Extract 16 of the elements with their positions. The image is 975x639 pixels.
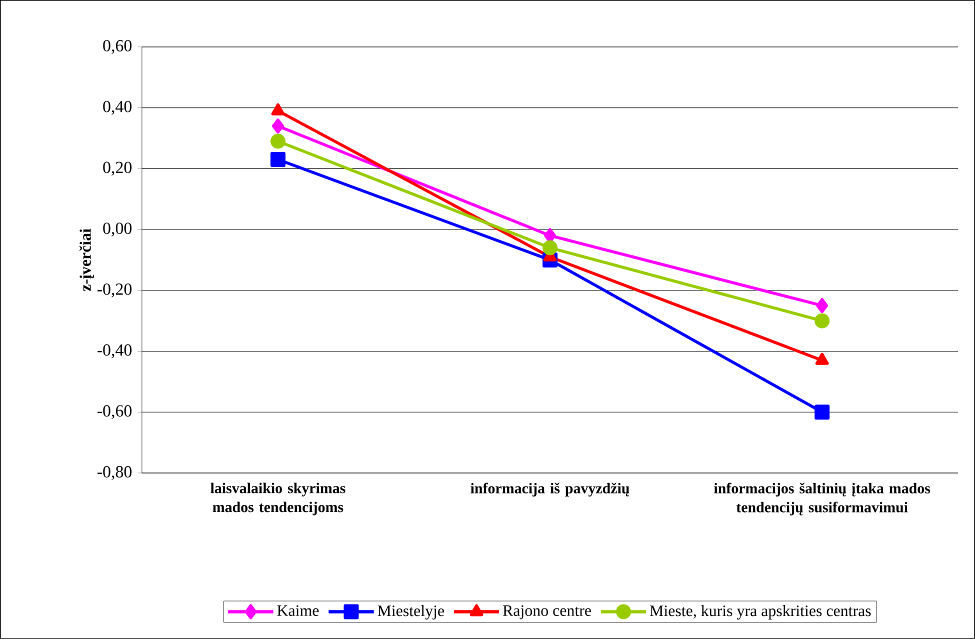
y-axis-title: z-įverčiai bbox=[79, 228, 94, 292]
legend-label: Mieste, kuris yra apskrities centras bbox=[650, 605, 871, 620]
x-tick-label: informacija iš pavyzdžių bbox=[470, 482, 630, 497]
x-tick-label: laisvalaikio skyrimas mados tendencijoms bbox=[210, 482, 346, 516]
y-tick-label: -0,80 bbox=[98, 466, 132, 480]
y-tick-label: 0,40 bbox=[103, 100, 132, 115]
y-tick-label: 0,00 bbox=[103, 222, 132, 236]
y-tick-label: -0,20 bbox=[98, 283, 132, 298]
legend-label: Rajono centre bbox=[502, 605, 591, 620]
x-tick-label: informacijos šaltinių įtaka mados tendencijų susiformavimui bbox=[714, 482, 930, 516]
legend-label: Kaime bbox=[277, 605, 319, 616]
y-tick-label: 0,60 bbox=[103, 40, 132, 54]
y-tick-label: -0,60 bbox=[98, 405, 132, 420]
y-tick-label: 0,20 bbox=[103, 162, 132, 176]
legend-label: Miestelyje bbox=[378, 605, 444, 620]
y-tick-label: -0,40 bbox=[98, 344, 132, 358]
